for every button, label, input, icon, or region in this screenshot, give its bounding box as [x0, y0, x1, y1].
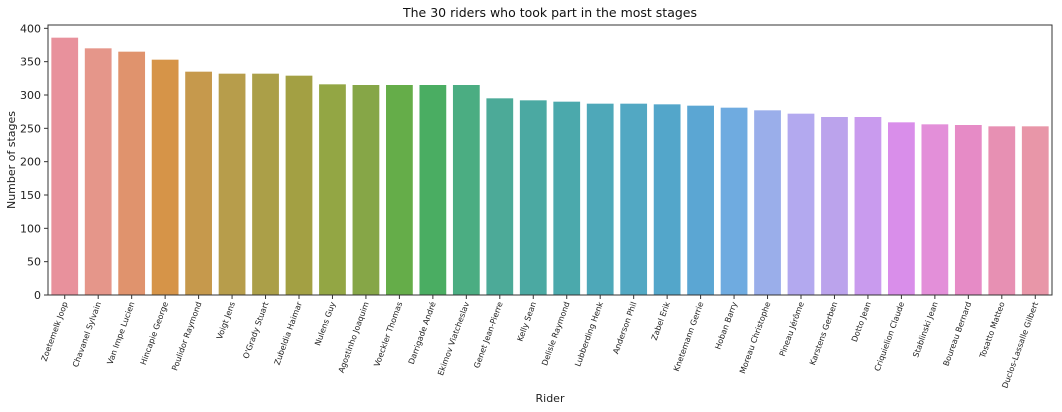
bar-12 [419, 85, 447, 295]
x-tick-label-12: Ekimov Viatcheslav [436, 300, 471, 376]
x-tick-label-23: Karstens Gerben [808, 301, 839, 367]
bar-30 [1021, 126, 1049, 295]
y-tick-label-7: 350 [20, 56, 41, 69]
bar-23 [787, 113, 815, 295]
x-tick-label-11: Darrigade André [406, 300, 438, 365]
x-axis-label: Rider [536, 392, 565, 405]
y-axis: 0 50 100 150 200 250 300 350 400 [20, 22, 48, 302]
x-tick-label-0: Zoetemelk Joop [40, 301, 70, 363]
bars-layer [51, 37, 1049, 296]
x-tick-label-5: Voigt Jens [215, 301, 237, 341]
y-tick-label-4: 200 [20, 156, 41, 169]
bar-19 [653, 104, 681, 295]
x-tick-label-4: Poulidor Raymond [170, 301, 203, 372]
bar-1 [51, 37, 79, 296]
x-tick-label-8: Nulens Guy [313, 300, 337, 347]
bar-8 [285, 75, 313, 295]
y-tick-label-5: 250 [20, 122, 41, 135]
bar-10 [352, 85, 380, 295]
chart-title: The 30 riders who took part in the most … [402, 5, 697, 20]
bar-25 [854, 117, 882, 295]
x-tick-label-16: Lubberding Henk [573, 300, 605, 368]
bar-4 [151, 59, 179, 295]
x-tick-label-7: Zubeldia Haimar [273, 300, 304, 366]
bar-21 [720, 107, 748, 295]
x-tick-label-22: Pineau Jérôme [777, 300, 806, 357]
x-tick-label-9: Agostinho Joaquim [337, 300, 371, 374]
bar-6 [218, 73, 246, 295]
y-tick-label-8: 400 [20, 22, 41, 35]
bar-11 [386, 85, 413, 295]
bar-15 [519, 100, 547, 295]
x-tick-label-14: Kelly Sean [516, 301, 539, 343]
x-tick-label-6: O'Grady Stuart [241, 301, 270, 360]
bar-18 [620, 103, 648, 295]
y-tick-label-0: 0 [34, 289, 41, 302]
bar-29 [988, 126, 1016, 295]
x-tick-label-18: Zabel Erik [650, 300, 672, 341]
bar-20 [687, 105, 714, 295]
x-tick-label-28: Tosatto Matteo [978, 301, 1007, 361]
x-tick-label-20: Hoban Barry [713, 300, 739, 350]
x-tick-label-19: Knetemann Gerrie [672, 301, 706, 373]
x-tick-label-13: Genet Jean-Pierre [472, 301, 504, 370]
x-tick-label-17: Anderson Phil [611, 301, 638, 356]
x-tick-label-2: Van Impe Lucien [105, 301, 136, 366]
x-tick-label-1: Chavanel Sylvain [71, 301, 103, 369]
bar-17 [586, 103, 614, 295]
bar-27 [921, 124, 949, 295]
bar-13 [452, 85, 480, 295]
x-tick-label-21: Moreau Christophe [738, 301, 772, 375]
x-tick-label-3: Hincapie George [139, 301, 170, 367]
y-tick-label-6: 300 [20, 89, 41, 102]
bar-24 [821, 117, 848, 295]
x-tick-label-10: Voeckler Thomas [372, 301, 404, 368]
x-axis: Zoetemelk Joop Chavanel Sylvain Van Impe L… [40, 295, 1040, 390]
bar-7 [252, 73, 279, 295]
bar-3 [118, 51, 146, 295]
bar-28 [954, 125, 982, 295]
plot-frame [47, 24, 1053, 296]
bar-26 [888, 122, 915, 295]
y-axis-label: Number of stages [5, 111, 18, 209]
y-tick-label-2: 100 [20, 222, 41, 235]
x-tick-label-25: Criquielion Claude [873, 301, 906, 373]
bar-16 [553, 101, 581, 295]
x-tick-label-15: Delisle Raymond [540, 301, 571, 367]
y-tick-label-3: 150 [20, 189, 41, 202]
x-tick-label-27: Boureau Bernard [942, 301, 974, 368]
bar-2 [84, 48, 112, 295]
x-tick-label-26: Stablinski Jean [911, 301, 939, 359]
x-tick-label-29: Duclos-Lassalle Gilbert [1000, 301, 1040, 390]
bar-22 [754, 110, 781, 295]
bar-14 [486, 98, 514, 295]
y-tick-label-1: 50 [27, 256, 41, 269]
bar-9 [319, 84, 346, 295]
bar-5 [185, 71, 212, 295]
x-tick-label-24: Dotto Jean [850, 301, 873, 344]
